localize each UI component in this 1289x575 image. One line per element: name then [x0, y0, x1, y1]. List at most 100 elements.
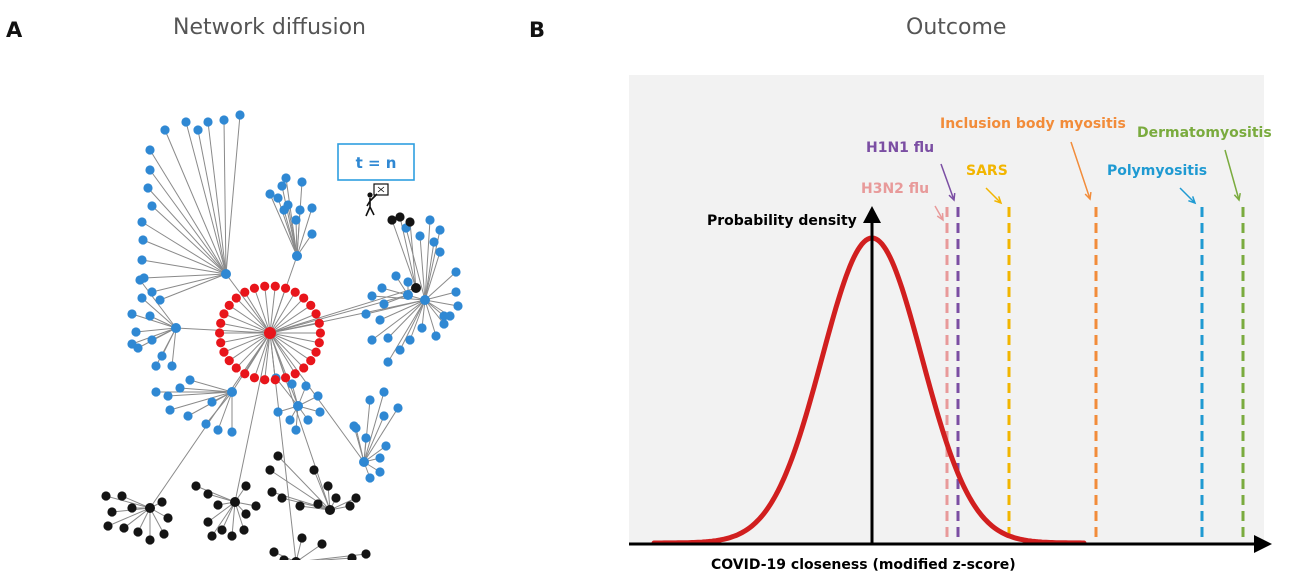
network-node — [393, 403, 403, 413]
network-node — [453, 301, 463, 311]
network-node — [260, 375, 270, 385]
network-node — [293, 401, 303, 411]
network-nodes — [101, 110, 463, 560]
network-node — [207, 397, 217, 407]
network-node — [231, 293, 241, 303]
network-node — [405, 335, 415, 345]
network-node — [391, 271, 401, 281]
network-node — [215, 328, 225, 338]
network-node — [145, 503, 155, 513]
network-node — [345, 501, 355, 511]
network-node — [367, 335, 377, 345]
network-node — [145, 535, 155, 545]
network-node — [145, 165, 155, 175]
panel-b-title: Outcome — [906, 15, 1007, 40]
network-node — [191, 481, 201, 491]
network-node — [219, 309, 229, 319]
network-node — [375, 467, 385, 477]
network-node — [439, 319, 449, 329]
network-node — [230, 497, 240, 507]
network-node — [292, 251, 302, 261]
network-node — [249, 283, 260, 293]
panel-a-letter: A — [6, 18, 23, 42]
network-node — [143, 183, 153, 193]
network-node — [213, 425, 223, 435]
network-node — [193, 125, 203, 135]
network-node — [269, 547, 279, 557]
network-node — [145, 145, 155, 155]
network-node — [175, 383, 185, 393]
network-node — [117, 491, 127, 501]
disease-lines: H3N2 flu H1N1 flu SARS Inclusion body myosi… — [861, 116, 1272, 542]
network-node — [299, 363, 309, 373]
network-node — [219, 347, 229, 357]
network-node — [127, 339, 137, 349]
network-node — [163, 391, 173, 401]
panel-a-title: Network diffusion — [173, 15, 367, 40]
network-node — [273, 193, 283, 203]
arrow-h1n1-flu — [940, 163, 955, 201]
network-node — [265, 465, 275, 475]
network-node — [270, 375, 280, 385]
x-axis-label: COVID-19 closeness (modified z-score) — [711, 557, 1016, 573]
network-node — [216, 338, 226, 348]
network-node — [151, 361, 161, 371]
network-node — [145, 311, 155, 321]
network-node — [207, 531, 217, 541]
y-axis-label: Probability density — [707, 213, 857, 229]
network-node — [405, 217, 415, 227]
network-node — [137, 255, 147, 265]
network-node — [101, 491, 111, 501]
network-node — [395, 345, 405, 355]
network-node — [167, 361, 177, 371]
network-node — [131, 327, 141, 337]
network-node — [415, 231, 425, 241]
network-node — [240, 369, 250, 379]
network-node — [135, 275, 145, 285]
network-node — [213, 500, 223, 510]
network-diagram: t = n — [101, 110, 463, 560]
network-node — [203, 489, 213, 499]
network-node — [379, 411, 389, 421]
network-node — [203, 117, 213, 127]
network-node — [239, 525, 249, 535]
network-node — [375, 453, 385, 463]
network-node — [311, 347, 321, 357]
network-node — [375, 315, 385, 325]
network-node — [157, 351, 167, 361]
arrow-dermatomyositis — [1224, 149, 1240, 201]
network-node — [151, 387, 161, 397]
network-node — [291, 557, 301, 560]
network-node — [224, 300, 234, 310]
network-node — [277, 493, 287, 503]
network-node — [297, 177, 307, 187]
x-axis-arrow — [1254, 535, 1272, 553]
time-step-box — [337, 143, 415, 181]
network-node — [314, 318, 324, 328]
network-node — [403, 290, 413, 300]
network-node — [281, 173, 291, 183]
network-node — [411, 283, 421, 293]
network-node — [217, 525, 227, 535]
network-node — [224, 356, 234, 366]
network-node — [107, 507, 117, 517]
network-node — [425, 215, 435, 225]
network-node — [379, 387, 389, 397]
network-node — [290, 287, 300, 297]
network-node — [137, 217, 147, 227]
network-node — [138, 235, 148, 245]
network-node — [157, 497, 167, 507]
density-curve — [651, 235, 1087, 546]
network-node — [280, 283, 291, 293]
network-node — [127, 309, 137, 319]
network-node — [303, 415, 313, 425]
network-node — [291, 215, 301, 225]
network-node — [381, 441, 391, 451]
network-node — [395, 212, 405, 222]
network-node — [314, 338, 324, 348]
network-node — [307, 229, 317, 239]
person-carrying-sign-icon — [365, 183, 389, 217]
network-node — [315, 328, 325, 338]
network-node — [155, 295, 165, 305]
network-node — [311, 309, 321, 319]
